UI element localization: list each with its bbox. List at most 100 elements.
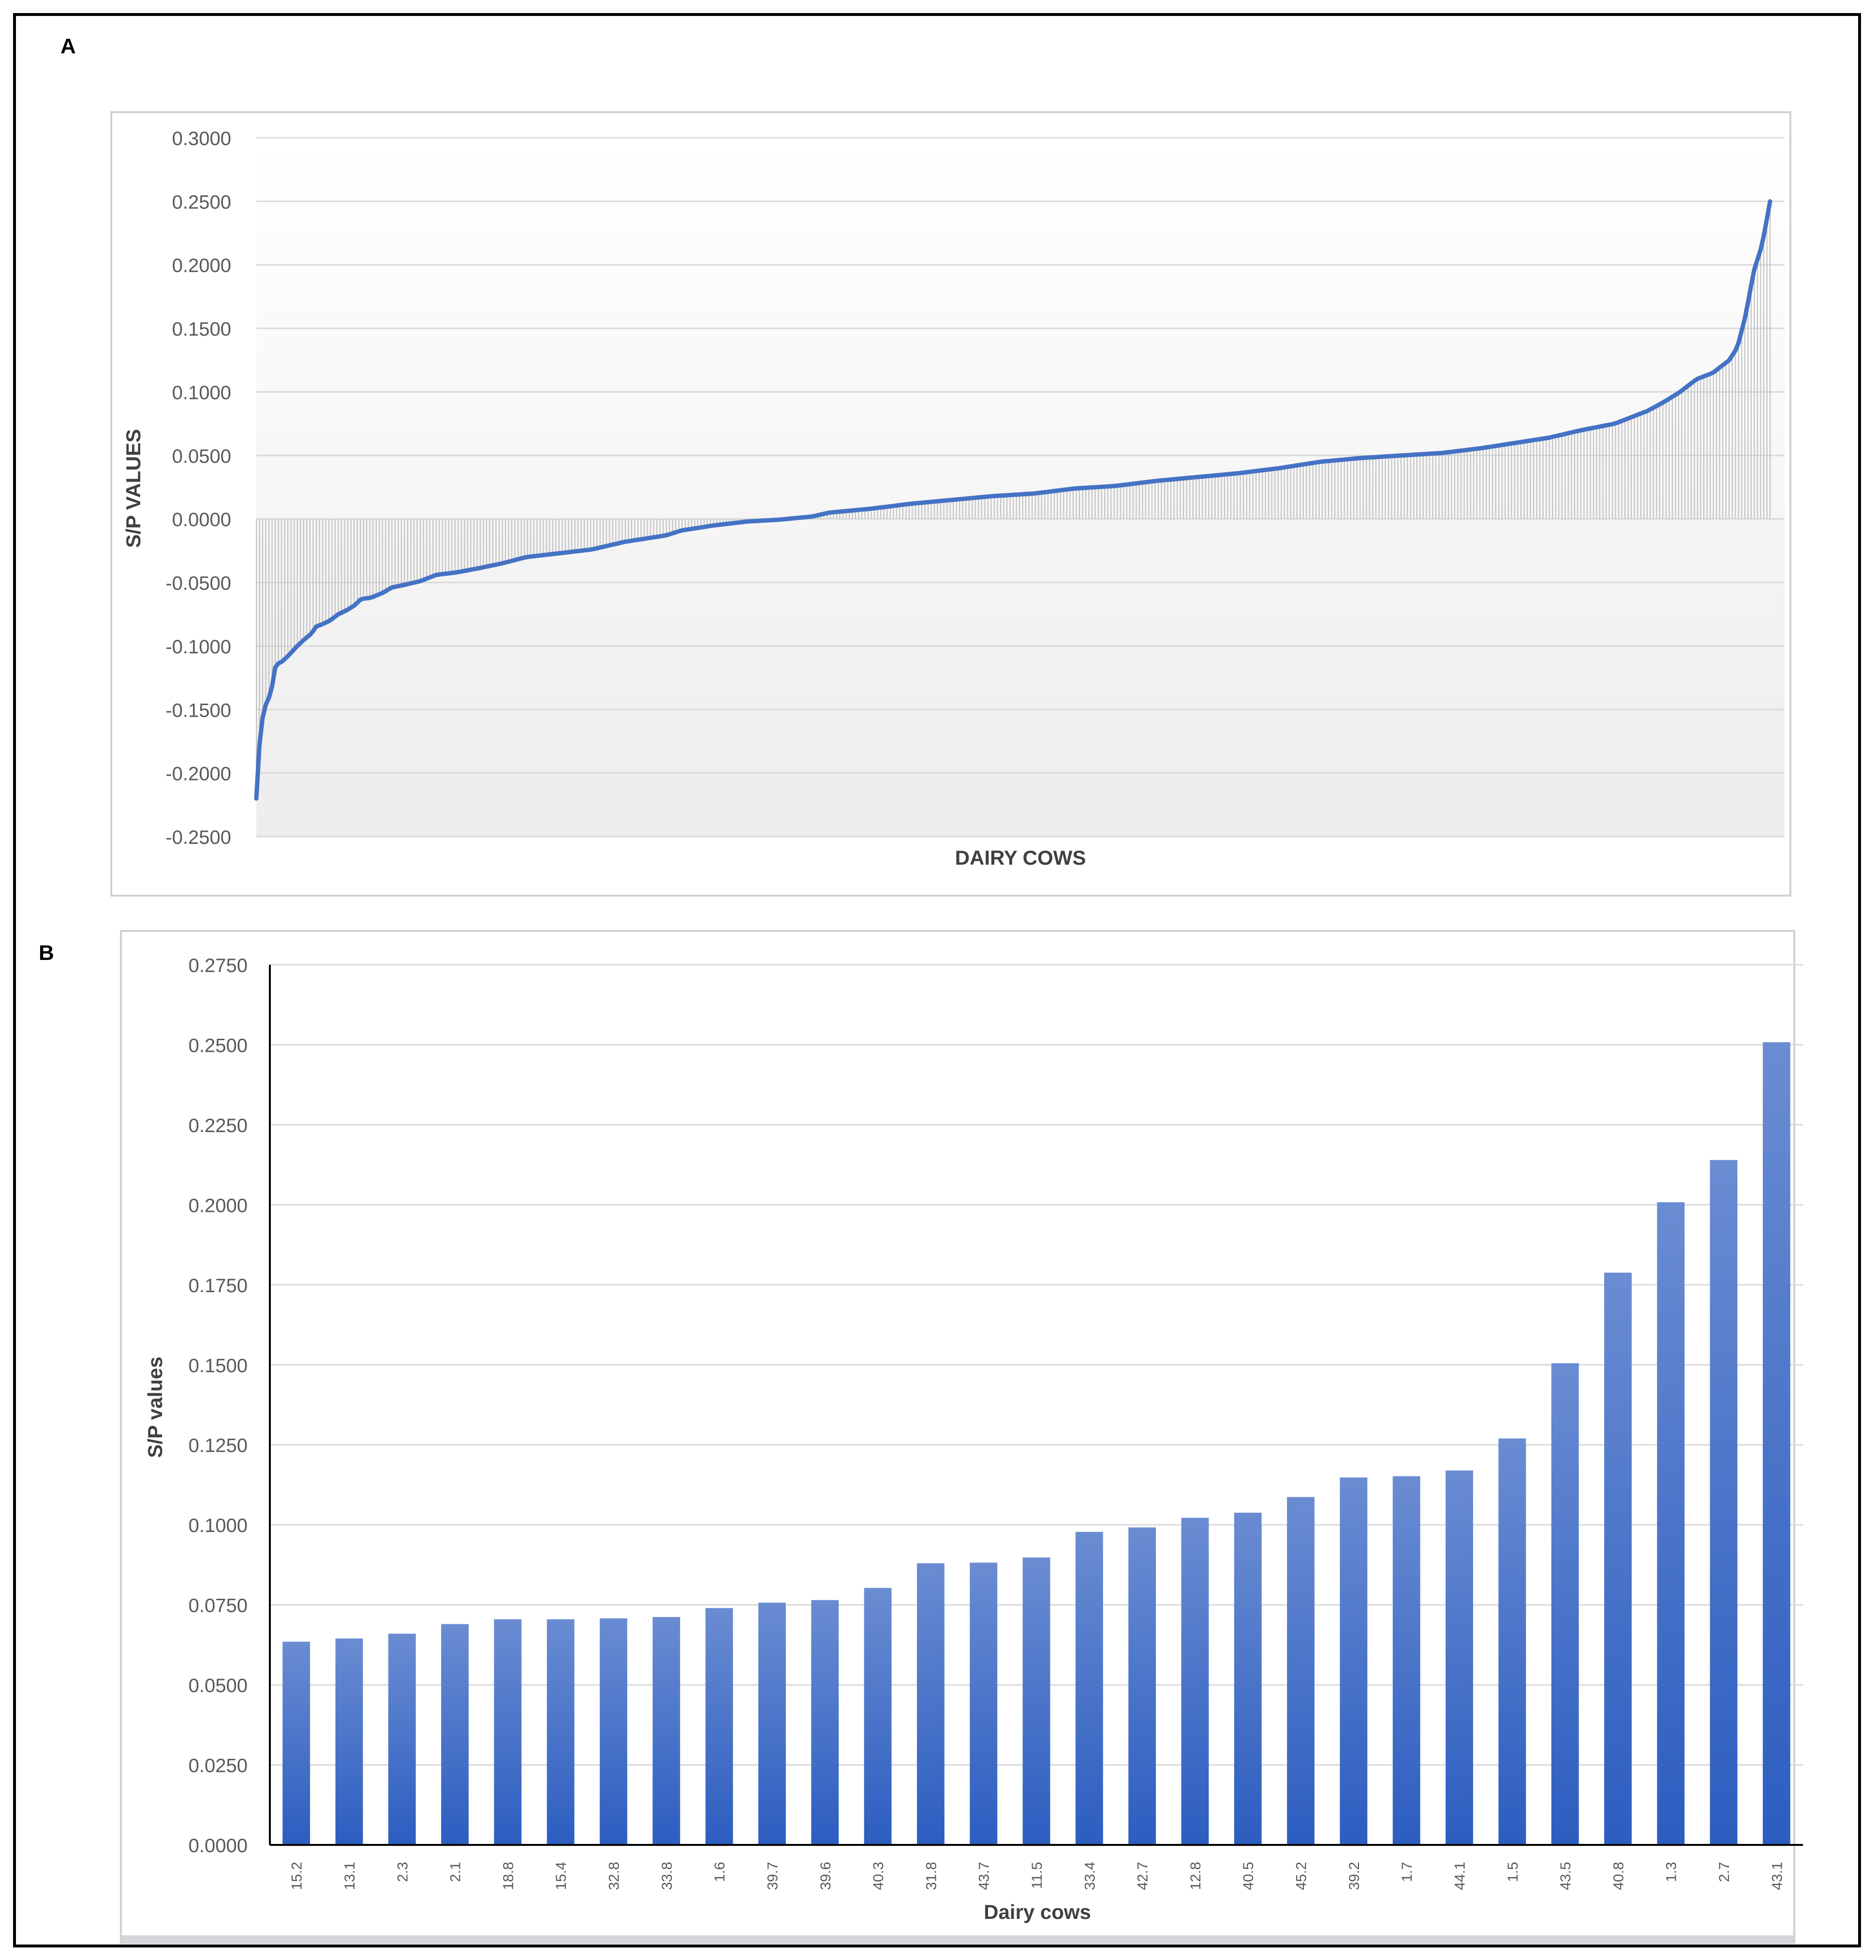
panel-b-x-tick-label: 39.2 [1346,1862,1362,1890]
panel-b-bar [1551,1363,1579,1845]
panel-b-x-tick-label: 45.2 [1294,1862,1310,1890]
panel-b-bar [1762,1042,1790,1845]
panel-b-bar [1710,1160,1738,1845]
panel-b-x-tick-label: 33.4 [1082,1862,1098,1890]
panel-a-series [254,199,1773,801]
panel-b-x-tick-label: 2.7 [1716,1862,1732,1882]
panel-b-y-axis-label: S/P values [144,1356,166,1458]
panel-b-x-tick-label: 15.4 [553,1862,569,1890]
panel-b-x-tick-label: 40.8 [1610,1862,1626,1890]
panel-a-y-tick-label: -0.1000 [165,636,231,658]
panel-b-x-tick-label: 12.8 [1188,1862,1204,1890]
panel-b-y-tick-label: 0.1250 [189,1435,248,1457]
panel-b-x-tick-label: 39.7 [765,1862,781,1890]
panel-b-y-tick-label: 0.1750 [189,1275,248,1297]
panel-b-x-tick-label: 13.1 [342,1862,358,1890]
panel-a-gridlines [256,137,1785,838]
panel-b-chart-frame [120,930,1795,1944]
panel-b-bar [1498,1438,1526,1845]
panel-b-bar [282,1641,310,1845]
panel-b-x-tick-label: 40.5 [1241,1862,1256,1890]
panel-b-x-tick-label: 1.3 [1664,1862,1680,1882]
panel-b-x-tick-label: 2.3 [395,1862,411,1882]
panel-a-drop-lines [256,201,1771,799]
panel-b-bar [1128,1527,1156,1845]
panel-b-bar [1287,1497,1315,1845]
panel-b-bar [811,1600,839,1845]
panel-a-x-axis-label: DAIRY COWS [955,846,1086,869]
panel-a-y-tick-label: 0.0500 [172,446,231,467]
panel-b-x-tick-label: 39.6 [818,1862,834,1890]
panel-a-y-tick-label: 0.0000 [172,509,231,531]
panel-b-x-tick-label: 1.7 [1399,1862,1415,1882]
panel-b-bar [441,1624,469,1845]
panel-b-x-axis-label: Dairy cows [984,1901,1091,1923]
panel-b-y-tick-label: 0.0250 [189,1755,248,1777]
panel-b-bottom-strip [122,1935,1793,1944]
panel-b-bar [1340,1477,1368,1845]
panel-b-bar [1234,1513,1262,1845]
panel-b-bar [652,1617,680,1845]
panel-b-x-tick-label: 33.8 [659,1862,675,1890]
panel-b-bar [547,1619,575,1845]
panel-b-bar [1604,1272,1632,1845]
panel-a-sp-line [254,199,1773,801]
panel-b-y-tick-label: 0.0000 [189,1835,248,1857]
panel-b-y-tick-label: 0.0500 [189,1675,248,1696]
panel-b-bar [970,1562,998,1845]
panel-b-x-tick-label: 32.8 [606,1862,622,1890]
panel-a: A 0.3000 0.2500 0.2000 0.1500 0.1000 0.0500 0.… [60,34,1791,897]
panel-b-bar [1075,1532,1103,1845]
panel-b-bar [705,1608,733,1845]
panel-b-y-tick-label: 0.2750 [189,955,248,976]
panel-b-x-tick-label: 18.8 [501,1862,517,1890]
panel-a-y-tick-label: -0.0500 [165,573,231,594]
panel-b-x-tick-label: 1.5 [1505,1862,1521,1882]
panel-a-y-tick-label: -0.2500 [165,827,231,848]
panel-b-x-tick-label: 42.7 [1135,1862,1151,1890]
panel-b-x-tick-label: 1.6 [712,1862,728,1882]
panel-a-y-tick-label: 0.2000 [172,255,231,277]
panel-a-label: A [60,34,76,58]
panel-b-bar [864,1588,892,1845]
panel-b-x-tick-labels: 15.2 13.1 2.3 2.1 18.8 15.4 32.8 33.8 1.6 39.7 39.… [289,1862,1786,1890]
panel-b-y-tick-label: 0.2000 [189,1195,248,1216]
panel-b-bar [600,1618,627,1845]
panel-b-x-tick-label: 2.1 [448,1862,464,1882]
panel-a-y-tick-label: 0.3000 [172,128,231,149]
panel-a-y-tick-label: 0.2500 [172,192,231,213]
panel-a-y-tick-label: -0.1500 [165,700,231,721]
panel-b-bar [1657,1202,1685,1845]
panel-b-bar [1181,1518,1209,1845]
panel-a-y-tick-label: 0.1500 [172,319,231,340]
panel-b-x-tick-label: 44.1 [1452,1862,1468,1890]
panel-b-x-tick-label: 43.1 [1769,1862,1785,1890]
panel-b-y-tick-labels: 0.2750 0.2500 0.2250 0.2000 0.1750 0.1500 0.12… [189,955,248,1857]
panel-b-bar [335,1638,363,1845]
panel-b-x-tick-label: 43.5 [1558,1862,1574,1890]
panel-b-bar [758,1603,786,1845]
panel-b: B 0.27500.25000.22500.20000.17500.15000.… [39,930,1803,1944]
panel-b-y-tick-label: 0.0750 [189,1595,248,1617]
figure-frame [13,13,1861,1947]
panel-b-x-tick-label: 40.3 [871,1862,886,1890]
panel-b-label: B [39,941,54,965]
panel-b-bar [1392,1476,1420,1845]
panel-b-bar [494,1619,522,1845]
panel-b-y-tick-label: 0.1500 [189,1355,248,1376]
panel-b-x-tick-label: 31.8 [923,1862,939,1890]
panel-b-bar [1022,1557,1050,1845]
panel-b-x-tick-label: 43.7 [976,1862,992,1890]
panel-a-y-axis-label: S/P VALUES [122,429,145,548]
panel-a-y-tick-label: -0.2000 [165,764,231,785]
panel-b-bar [388,1634,416,1845]
panel-b-y-tick-label: 0.1000 [189,1515,248,1536]
panel-a-y-tick-label: 0.1000 [172,382,231,403]
panel-b-x-tick-label: 15.2 [289,1862,305,1890]
panel-b-bar [1446,1470,1473,1845]
panel-b-y-tick-label: 0.2500 [189,1035,248,1056]
panel-b-y-tick-label: 0.2250 [189,1115,248,1136]
panel-b-bar [916,1563,945,1845]
panel-a-plot-area [256,138,1785,837]
